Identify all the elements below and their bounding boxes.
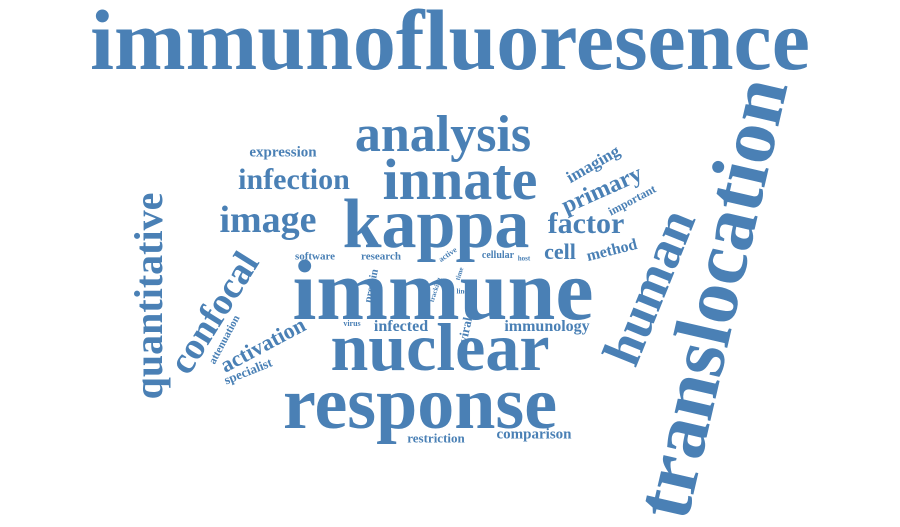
word-comparison: comparison: [496, 426, 572, 443]
word-immunofluoresence: immunofluoresence: [90, 0, 810, 88]
word-cell: cell: [544, 239, 576, 264]
word-infection: infection: [238, 163, 350, 196]
word-software: software: [294, 250, 336, 263]
word-analysis: analysis: [354, 106, 532, 163]
word-host: host: [517, 254, 531, 263]
word-factor: factor: [547, 207, 625, 240]
word-image: image: [219, 199, 317, 241]
word-infected: infected: [373, 318, 429, 335]
word-research: research: [361, 250, 401, 263]
word-quantitative: quantitative: [126, 192, 171, 400]
word-line: line: [456, 287, 468, 296]
word-cellular: cellular: [481, 250, 515, 261]
word-immune: immune: [292, 242, 594, 338]
word-nuclear: nuclear: [330, 309, 550, 385]
word-virus: virus: [343, 319, 361, 328]
word-expression: expression: [249, 144, 317, 161]
word-response: response: [282, 363, 558, 445]
word-restriction: restriction: [407, 430, 465, 446]
word-immunology: immunology: [504, 318, 590, 335]
word-kappa: kappa: [342, 186, 530, 263]
word-innate: innate: [382, 147, 538, 212]
